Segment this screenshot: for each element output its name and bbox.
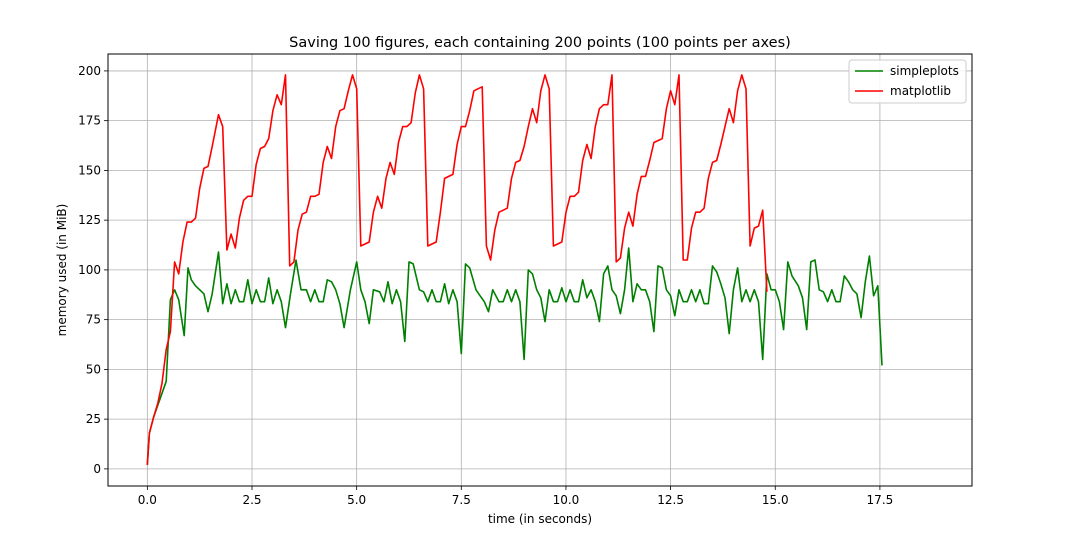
x-tick-label: 10.0 bbox=[553, 493, 580, 507]
x-tick-label: 15.0 bbox=[762, 493, 789, 507]
grid bbox=[108, 54, 972, 486]
y-tick-label: 25 bbox=[86, 412, 101, 426]
y-tick-label: 175 bbox=[78, 114, 101, 128]
legend: simpleplots matplotlib bbox=[848, 59, 967, 104]
x-tick-label: 12.5 bbox=[657, 493, 684, 507]
y-tick-label: 75 bbox=[86, 313, 101, 327]
axis-ticks: 0.0 2.5 5.0 7.5 10.0 12.5 15.0 17.5 0 25 50 75 100 12… bbox=[78, 64, 893, 507]
legend-label-matplotlib: matplotlib bbox=[890, 84, 951, 98]
y-tick-label: 0 bbox=[93, 462, 101, 476]
y-tick-label: 125 bbox=[78, 213, 101, 227]
y-tick-label: 150 bbox=[78, 163, 101, 177]
x-axis-label: time (in seconds) bbox=[488, 512, 592, 526]
y-tick-label: 100 bbox=[78, 263, 101, 277]
y-axis-label: memory used (in MiB) bbox=[55, 204, 69, 337]
x-tick-label: 5.0 bbox=[347, 493, 366, 507]
y-tick-label: 50 bbox=[86, 362, 101, 376]
series-lines bbox=[146, 74, 883, 465]
y-tick-label: 200 bbox=[78, 64, 101, 78]
x-tick-label: 17.5 bbox=[867, 493, 894, 507]
x-tick-label: 0.0 bbox=[138, 493, 157, 507]
x-tick-label: 7.5 bbox=[452, 493, 471, 507]
x-tick-label: 2.5 bbox=[242, 493, 261, 507]
series-line-matplotlib bbox=[146, 74, 768, 465]
chart-title: Saving 100 figures, each containing 200 … bbox=[289, 35, 791, 51]
legend-label-simpleplots: simpleplots bbox=[890, 64, 959, 78]
series-line-simpleplots bbox=[146, 247, 883, 465]
